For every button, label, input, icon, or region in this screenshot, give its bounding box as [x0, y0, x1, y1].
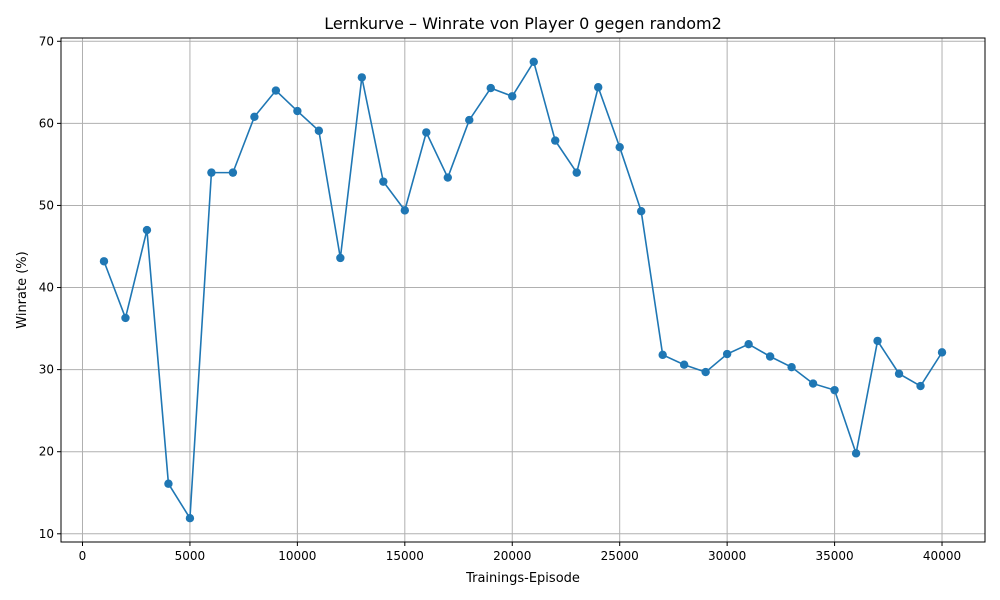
data-point	[594, 83, 603, 92]
data-point	[636, 206, 646, 216]
data-point	[529, 57, 538, 67]
data-point	[443, 173, 452, 182]
y-tick-label: 30	[39, 363, 54, 377]
data-point	[508, 92, 517, 101]
data-point	[572, 168, 581, 177]
series-layer	[99, 57, 947, 523]
x-tick-label: 0	[79, 549, 87, 563]
data-point	[207, 168, 216, 177]
data-point	[400, 206, 410, 215]
chart-title: Lernkurve – Winrate von Player 0 gegen r…	[324, 14, 722, 33]
data-point	[830, 385, 839, 395]
data-point	[422, 128, 431, 137]
data-point	[357, 73, 367, 82]
y-tick-label: 70	[39, 34, 54, 48]
data-point	[722, 349, 732, 359]
x-tick-label: 15000	[386, 549, 424, 563]
data-point	[99, 257, 109, 266]
data-point	[336, 253, 345, 263]
data-point	[873, 336, 882, 346]
data-point	[185, 513, 195, 523]
data-point	[314, 126, 324, 135]
data-point	[851, 449, 861, 458]
x-tick-label: 35000	[815, 549, 853, 563]
x-tick-label: 40000	[923, 549, 961, 563]
data-point	[658, 350, 667, 360]
data-point	[551, 136, 560, 145]
data-point	[228, 168, 238, 177]
x-tick-label: 25000	[601, 549, 639, 563]
x-tick-label: 20000	[493, 549, 531, 563]
y-tick-label: 40	[39, 281, 54, 295]
data-point	[615, 142, 624, 152]
data-point	[679, 360, 689, 369]
data-point	[916, 381, 925, 391]
data-point	[808, 379, 818, 388]
axis-ticks: 0 5000 10000 15000 20000 25000 30000 35000 40000…	[39, 34, 961, 563]
x-axis-label: Trainings-Episode	[465, 571, 580, 586]
y-tick-label: 60	[39, 116, 54, 130]
data-point	[142, 225, 152, 235]
grid-lines	[61, 38, 985, 542]
y-tick-label: 20	[39, 445, 54, 459]
data-point	[765, 352, 775, 361]
plot-frame	[60, 37, 986, 543]
data-point	[744, 339, 753, 349]
data-point	[465, 115, 474, 125]
data-point	[894, 369, 904, 378]
y-tick-label: 50	[39, 198, 54, 212]
y-axis-label: Winrate (%)	[15, 251, 30, 328]
data-point	[164, 479, 173, 488]
x-tick-label: 30000	[708, 549, 746, 563]
series-line	[103, 59, 943, 521]
x-tick-label: 10000	[278, 549, 316, 563]
data-point	[250, 112, 259, 122]
data-point	[293, 106, 302, 116]
data-point	[937, 348, 947, 357]
data-point	[271, 86, 281, 95]
data-point	[379, 177, 388, 186]
data-point	[787, 362, 796, 372]
data-point	[486, 83, 495, 93]
x-tick-label: 5000	[175, 549, 206, 563]
data-point	[701, 367, 710, 377]
data-point	[121, 313, 130, 323]
y-tick-label: 10	[39, 527, 54, 541]
